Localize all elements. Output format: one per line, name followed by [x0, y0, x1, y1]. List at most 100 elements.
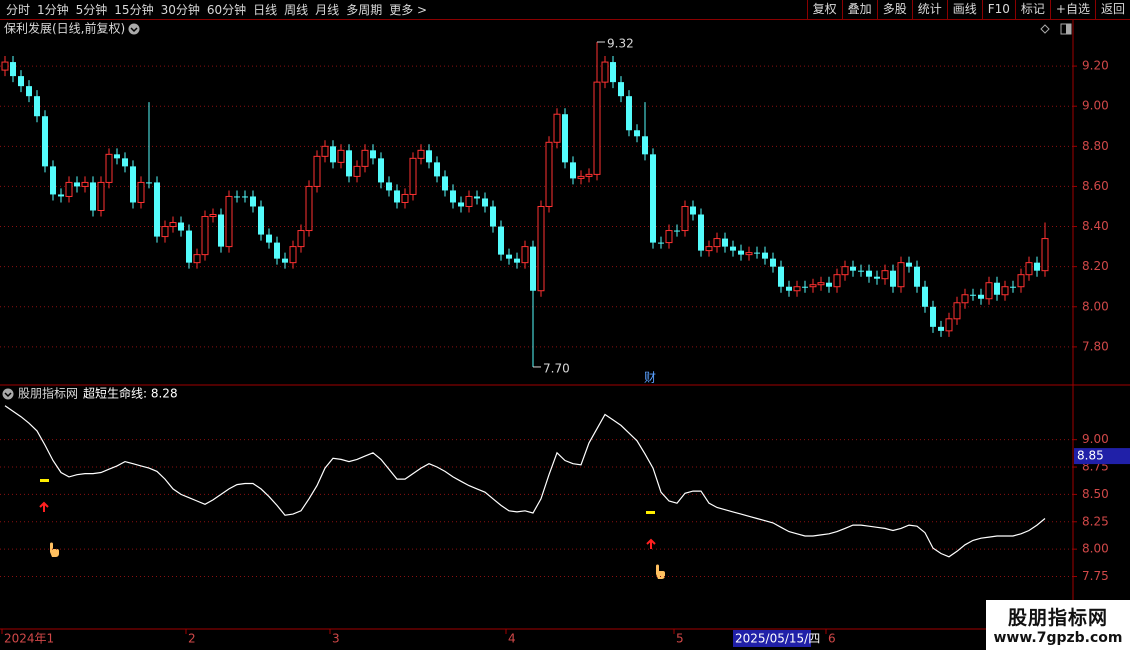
candle-body	[42, 116, 48, 167]
tool-button[interactable]: 标记	[1014, 0, 1050, 19]
x-tick-label: 3	[332, 632, 340, 646]
candle-body	[353, 165, 361, 177]
period-tab[interactable]: 更多 >	[389, 3, 428, 17]
candle-body	[521, 246, 529, 264]
cursor-date: 2025/05/15/四	[735, 632, 820, 646]
candle-body	[305, 185, 313, 232]
period-tab[interactable]: 分时	[6, 3, 31, 17]
candle-body	[26, 86, 32, 97]
candle-body	[465, 195, 473, 207]
x-tick-label: 2	[188, 632, 196, 646]
candle-body	[1034, 262, 1040, 271]
x-tick-label: 4	[508, 632, 516, 646]
period-tab[interactable]: 5分钟	[75, 3, 108, 17]
candle-body	[297, 230, 305, 248]
candle-body	[105, 153, 113, 183]
candle-body	[778, 266, 784, 287]
candle-body	[146, 182, 152, 184]
indicator-menu-caret	[4, 392, 12, 398]
y-tick-label: 8.50	[1082, 487, 1109, 501]
candle-body	[450, 190, 456, 203]
candle-body	[474, 196, 480, 199]
x-tick-label: 2024年1	[4, 632, 54, 646]
candle-body	[650, 154, 656, 243]
hand-icon	[656, 564, 665, 579]
candle-body	[506, 254, 512, 259]
tool-button[interactable]: 画线	[946, 0, 982, 19]
y-tick-label: 9.00	[1082, 432, 1109, 446]
event-marker[interactable]: 财	[644, 371, 656, 385]
y-tick-label: 7.80	[1082, 339, 1109, 353]
window-icon-fill	[1066, 24, 1071, 34]
candle-body	[553, 113, 561, 143]
candle-body	[802, 286, 808, 288]
y-tick-label: 9.20	[1082, 59, 1109, 73]
period-tab[interactable]: 多周期	[346, 3, 383, 17]
tool-button[interactable]: 统计	[911, 0, 947, 19]
candle-body	[282, 258, 288, 263]
candle-body	[81, 181, 89, 187]
candle-body	[665, 230, 673, 244]
indicator-menu-icon[interactable]	[2, 388, 14, 400]
candle-body	[337, 149, 345, 163]
candle-body	[234, 196, 240, 198]
candle-body	[498, 226, 504, 255]
candle-body	[985, 282, 993, 300]
candle-body	[289, 246, 297, 264]
y-tick-label: 8.25	[1082, 514, 1109, 528]
candle-body	[826, 282, 832, 287]
candle-body	[346, 150, 352, 177]
candle-body	[514, 258, 520, 263]
candle-body	[378, 158, 384, 183]
candle-body	[690, 206, 696, 215]
candle-body	[321, 145, 329, 157]
period-tab[interactable]: 15分钟	[114, 3, 154, 17]
y-tick-label: 7.75	[1082, 569, 1109, 583]
candle-body	[922, 286, 928, 307]
candle-body	[193, 254, 201, 264]
candle-body	[242, 196, 248, 198]
candle-body	[786, 286, 792, 291]
period-tab[interactable]: 60分钟	[206, 3, 247, 17]
tool-button[interactable]: 复权	[806, 0, 842, 19]
tool-button[interactable]: 多股	[876, 0, 912, 19]
candle-body	[562, 114, 568, 163]
title-menu-icon[interactable]	[128, 23, 140, 35]
candle-body	[881, 270, 889, 280]
candle-body	[906, 262, 912, 267]
diamond-icon[interactable]	[1040, 24, 1050, 34]
period-tab[interactable]: 30分钟	[160, 3, 200, 17]
tool-button[interactable]: +自选	[1049, 0, 1095, 19]
candle-body	[938, 326, 944, 331]
candle-body	[537, 205, 545, 292]
candle-body	[961, 294, 969, 304]
candle-body	[361, 149, 369, 167]
tool-button[interactable]: 叠加	[841, 0, 877, 19]
candle-body	[490, 206, 496, 227]
candle-body	[866, 270, 872, 277]
candle-body	[330, 146, 336, 163]
candle-body	[762, 252, 768, 259]
candle-body	[930, 306, 936, 327]
candle-body	[850, 266, 856, 271]
candle-body	[545, 141, 553, 207]
candle-body	[458, 202, 464, 207]
candle-body	[50, 166, 56, 195]
candle-body	[858, 270, 864, 272]
y-tick-label: 9.00	[1082, 99, 1109, 113]
candle-body	[1017, 274, 1025, 288]
period-tab[interactable]: 月线	[315, 3, 340, 17]
candle-body	[394, 190, 400, 203]
period-tab[interactable]: 周线	[284, 3, 309, 17]
tool-button[interactable]: F10	[981, 0, 1015, 19]
candle-body	[577, 175, 585, 179]
tool-button[interactable]: 返回	[1094, 0, 1130, 19]
candle-body	[890, 270, 896, 287]
period-tab[interactable]: 1分钟	[37, 3, 69, 17]
candle-body	[137, 181, 145, 203]
candle-body	[874, 276, 880, 279]
watermark-url: www.7gpzb.com	[993, 630, 1123, 646]
candle-body	[186, 230, 192, 263]
period-tab[interactable]: 日线	[253, 3, 278, 17]
